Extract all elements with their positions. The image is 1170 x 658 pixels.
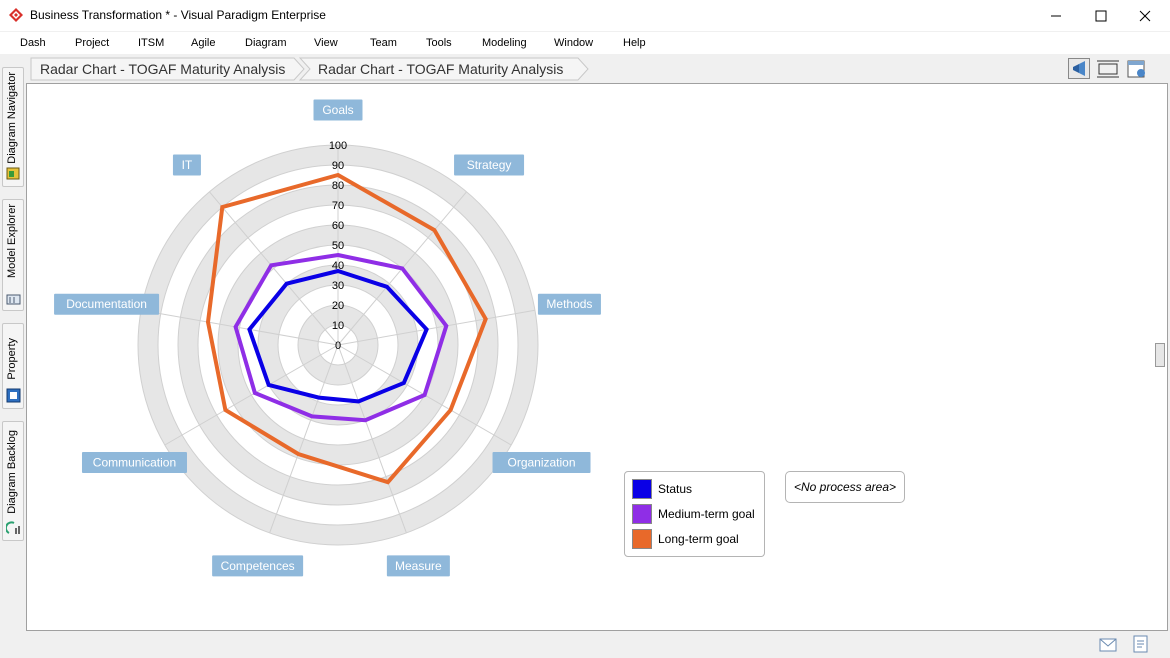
tab-diagram-navigator-label: Diagram Navigator bbox=[6, 72, 18, 164]
tick-label: 10 bbox=[332, 320, 344, 332]
tab-property-label: Property bbox=[6, 338, 18, 380]
scrollbar-grip[interactable] bbox=[1155, 343, 1165, 367]
fit-icon bbox=[1097, 60, 1119, 78]
title-bar: Business Transformation * - Visual Parad… bbox=[0, 0, 1170, 31]
menu-modeling[interactable]: Modeling bbox=[482, 37, 527, 49]
property-icon bbox=[6, 388, 21, 403]
radar-spoke bbox=[209, 191, 339, 346]
maximize-button[interactable] bbox=[1078, 0, 1124, 31]
axis-label-box bbox=[81, 452, 187, 473]
legend-label-medium: Medium-term goal bbox=[658, 507, 755, 521]
tick-label: 100 bbox=[329, 140, 347, 152]
app-diamond-icon bbox=[9, 8, 23, 22]
navigator-icon bbox=[6, 167, 20, 180]
tab-diagram-navigator[interactable]: Diagram Navigator bbox=[2, 67, 24, 187]
axis-label: Methods bbox=[546, 297, 592, 311]
tick-label: 20 bbox=[332, 300, 344, 312]
axis-label: IT bbox=[182, 158, 193, 172]
tick-label: 30 bbox=[332, 280, 344, 292]
axis-label: Competences bbox=[221, 559, 295, 573]
breadcrumb-shape bbox=[30, 57, 589, 81]
legend-label-long: Long-term goal bbox=[658, 532, 739, 546]
menu-agile[interactable]: Agile bbox=[191, 37, 216, 49]
radar-spoke bbox=[337, 344, 407, 534]
axis-label-box bbox=[386, 555, 450, 577]
chart-legend[interactable]: Status Medium-term goal Long-term goal bbox=[624, 471, 765, 557]
status-bar bbox=[0, 632, 1170, 658]
close-button[interactable] bbox=[1122, 0, 1168, 31]
legend-label-status: Status bbox=[658, 482, 693, 496]
axis-label-box bbox=[537, 293, 601, 315]
breadcrumb-item-1[interactable]: Radar Chart - TOGAF Maturity Analysis bbox=[40, 61, 286, 77]
axis-label-box bbox=[212, 555, 304, 577]
maximize-icon bbox=[1095, 10, 1107, 21]
axis-label: Strategy bbox=[467, 158, 512, 172]
axis-label: Goals bbox=[322, 103, 353, 117]
menu-bar: Dash Project ITSM Agile Diagram View Tea… bbox=[0, 32, 1170, 54]
radar-spoke bbox=[164, 344, 339, 446]
series-line-0 bbox=[247, 268, 429, 404]
menu-team[interactable]: Team bbox=[370, 37, 397, 49]
tab-diagram-backlog-label: Diagram Backlog bbox=[6, 430, 18, 514]
radar-spoke bbox=[269, 344, 339, 534]
tab-model-explorer[interactable]: Model Explorer bbox=[2, 199, 24, 311]
tick-label: 50 bbox=[332, 240, 344, 252]
toggle-panel-button[interactable] bbox=[1068, 58, 1090, 79]
menu-view[interactable]: View bbox=[314, 37, 338, 49]
minimize-button[interactable] bbox=[1033, 0, 1079, 31]
layout-icon bbox=[1127, 60, 1145, 78]
tab-model-explorer-label: Model Explorer bbox=[6, 204, 18, 278]
radar-chart: 0 10 20 30 40 50 60 70 80 90 100 Goals Strategy Metho… bbox=[54, 99, 601, 577]
tick-label: 80 bbox=[332, 180, 344, 192]
mail-icon[interactable] bbox=[1099, 638, 1117, 652]
series-line-2 bbox=[205, 172, 488, 485]
axis-label: Documentation bbox=[66, 297, 147, 311]
series-line-1 bbox=[233, 252, 449, 423]
megaphone-icon bbox=[1073, 61, 1085, 76]
close-icon bbox=[1139, 10, 1151, 21]
legend-swatch-medium bbox=[632, 504, 652, 524]
menu-itsm[interactable]: ITSM bbox=[138, 37, 165, 49]
menu-dash[interactable]: Dash bbox=[20, 37, 46, 49]
diagram-canvas[interactable]: 0 10 20 30 40 50 60 70 80 90 100 Goals Strategy Metho… bbox=[26, 83, 1168, 631]
axis-label: Organization bbox=[507, 456, 575, 470]
note-icon[interactable] bbox=[1133, 635, 1149, 653]
radar-spoke bbox=[140, 309, 339, 346]
axis-label: Communication bbox=[93, 456, 176, 470]
model-explorer-icon bbox=[6, 294, 21, 305]
tick-label: 90 bbox=[332, 160, 344, 172]
radar-spoke bbox=[337, 309, 536, 346]
window-title: Business Transformation * - Visual Parad… bbox=[30, 8, 326, 22]
menu-project[interactable]: Project bbox=[75, 37, 110, 49]
axis-label-box bbox=[454, 154, 525, 176]
tick-label: 60 bbox=[332, 220, 344, 232]
legend-item-long: Long-term goal bbox=[632, 529, 739, 549]
legend-swatch-long bbox=[632, 529, 652, 549]
tab-property[interactable]: Property bbox=[2, 323, 24, 409]
breadcrumb: Radar Chart - TOGAF Maturity Analysis Ra… bbox=[26, 55, 1170, 82]
process-area-box[interactable]: <No process area> bbox=[785, 471, 905, 503]
tick-label: 0 bbox=[335, 340, 341, 352]
layout-button[interactable] bbox=[1126, 59, 1148, 79]
tick-label: 40 bbox=[332, 260, 344, 272]
axis-label-box bbox=[54, 293, 160, 315]
fit-button[interactable] bbox=[1097, 59, 1119, 79]
breadcrumb-item-2[interactable]: Radar Chart - TOGAF Maturity Analysis bbox=[318, 61, 564, 77]
tick-label: 70 bbox=[332, 200, 344, 212]
legend-item-medium: Medium-term goal bbox=[632, 504, 755, 524]
left-side-bar: Diagram Navigator Model Explorer Propert… bbox=[0, 55, 26, 658]
backlog-icon bbox=[6, 521, 20, 534]
menu-window[interactable]: Window bbox=[554, 37, 594, 49]
menu-help[interactable]: Help bbox=[623, 37, 646, 49]
axis-label-box bbox=[172, 154, 201, 176]
axis-label: Measure bbox=[395, 559, 442, 573]
tab-diagram-backlog[interactable]: Diagram Backlog bbox=[2, 421, 24, 541]
axis-label-box bbox=[313, 99, 363, 121]
menu-diagram[interactable]: Diagram bbox=[245, 37, 287, 49]
menu-tools[interactable]: Tools bbox=[426, 37, 452, 49]
legend-item-status: Status bbox=[632, 479, 692, 499]
axis-label-box bbox=[492, 452, 591, 473]
legend-swatch-status bbox=[632, 479, 652, 499]
minimize-icon bbox=[1051, 15, 1061, 16]
